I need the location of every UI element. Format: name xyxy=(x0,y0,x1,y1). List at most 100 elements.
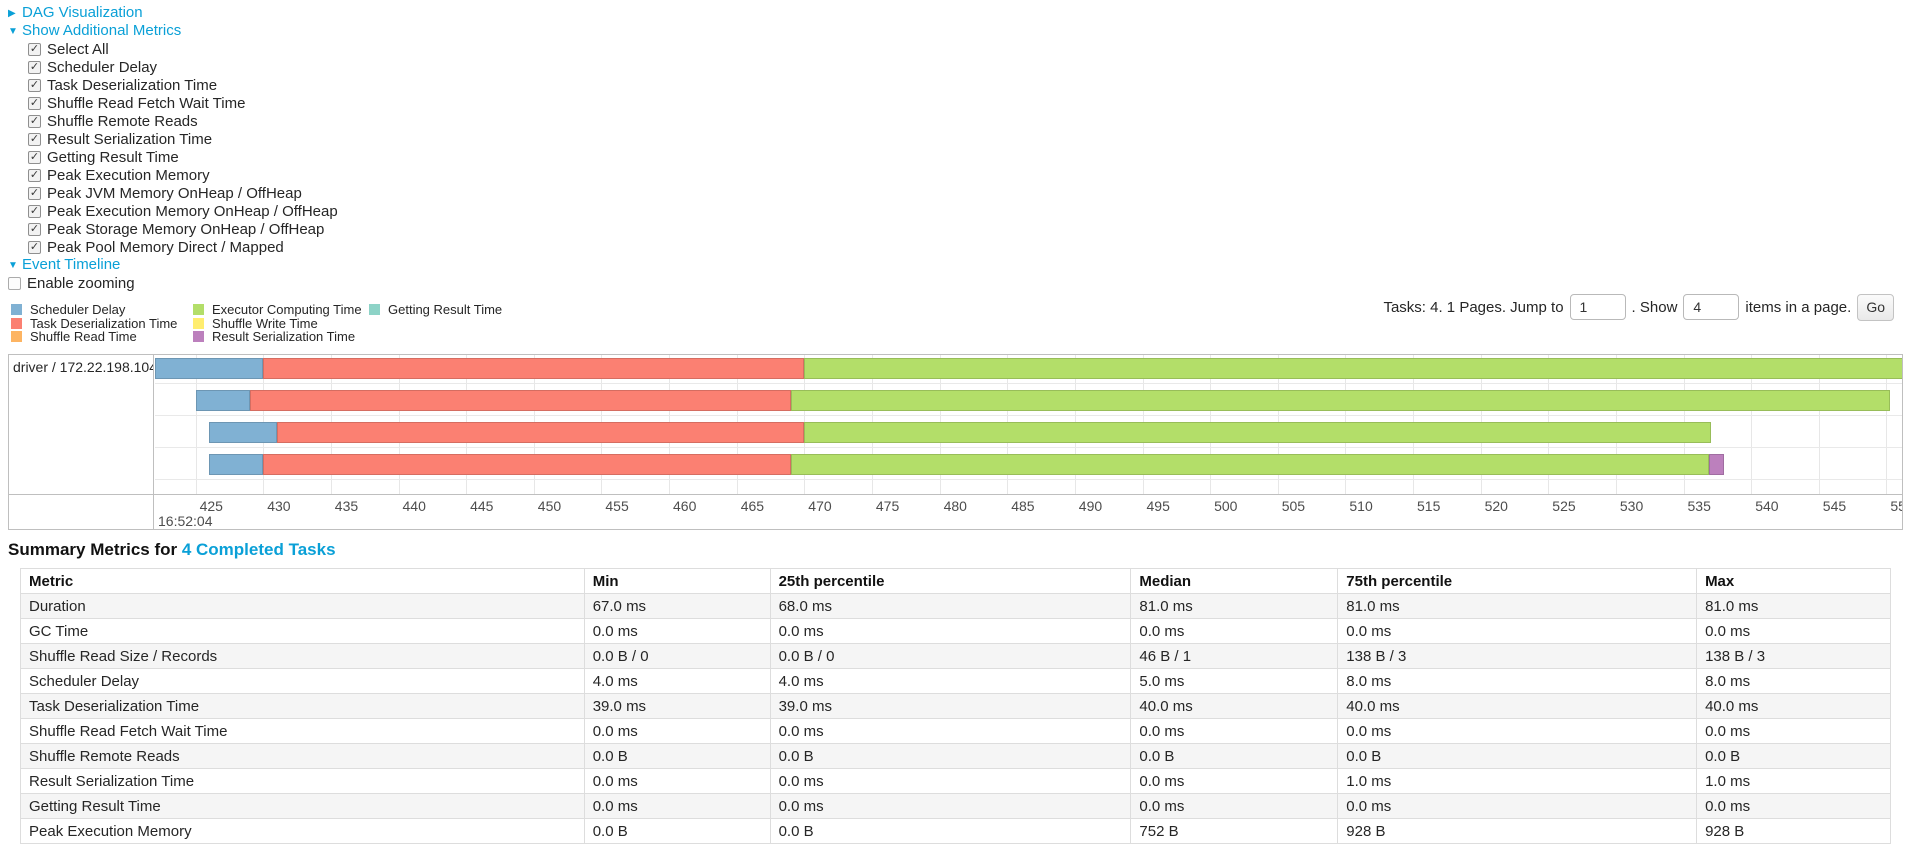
metric-checkbox-item[interactable]: ✓ Select All xyxy=(28,40,338,58)
metric-checkbox-item[interactable]: ✓ Peak Pool Memory Direct / Mapped xyxy=(28,238,338,256)
event-timeline-toggle[interactable]: ▼ Event Timeline xyxy=(8,256,338,274)
table-cell: 138 B / 3 xyxy=(1337,643,1698,669)
timeline-task-segment-scheduler_delay[interactable] xyxy=(195,390,250,411)
metric-checkbox-label: Peak Storage Memory OnHeap / OffHeap xyxy=(47,220,325,238)
timeline-axis-separator xyxy=(9,494,1902,495)
metric-checkbox-item[interactable]: ✓ Result Serialization Time xyxy=(28,130,338,148)
table-cell: 8.0 ms xyxy=(1696,668,1891,694)
timeline-legend: Scheduler Delay Task Deserialization Time… xyxy=(11,302,502,344)
metric-checkbox-item[interactable]: ✓ Shuffle Read Fetch Wait Time xyxy=(28,94,338,112)
table-row: Result Serialization Time 0.0 ms 0.0 ms 0.0… xyxy=(20,768,1891,794)
metric-checkbox-item[interactable]: ✓ Peak Execution Memory xyxy=(28,166,338,184)
timeline-task-segment-executor_computing[interactable] xyxy=(790,390,1891,411)
timeline-task-segment-task_deserialization[interactable] xyxy=(249,390,791,411)
checkbox-checked-icon[interactable]: ✓ xyxy=(28,114,41,128)
table-cell: 0.0 B xyxy=(769,818,1132,844)
table-cell: 0.0 B xyxy=(583,818,771,844)
metric-checkbox-item[interactable]: ✓ Scheduler Delay xyxy=(28,58,338,76)
table-cell: Duration xyxy=(20,593,585,619)
checkbox-checked-icon[interactable]: ✓ xyxy=(28,42,41,56)
metric-checkbox-label: Getting Result Time xyxy=(47,148,179,166)
go-button[interactable]: Go xyxy=(1857,293,1894,321)
table-row: Shuffle Read Fetch Wait Time 0.0 ms 0.0 ms… xyxy=(20,718,1891,744)
dag-visualization-link[interactable]: DAG Visualization xyxy=(22,4,143,21)
table-cell: 0.0 B xyxy=(1130,743,1339,769)
tasks-count-text: Tasks: 4. 1 Pages. Jump to xyxy=(1383,298,1564,316)
checkbox-checked-icon[interactable]: ✓ xyxy=(28,96,41,110)
table-cell: 1.0 ms xyxy=(1696,768,1891,794)
table-cell: 81.0 ms xyxy=(1130,593,1339,619)
timeline-task-segment-task_deserialization[interactable] xyxy=(263,454,791,475)
checkbox-checked-icon[interactable]: ✓ xyxy=(28,222,41,236)
timeline-task-segment-scheduler_delay[interactable] xyxy=(209,422,277,443)
table-row: GC Time 0.0 ms 0.0 ms 0.0 ms 0.0 ms 0.0 ms xyxy=(20,618,1891,644)
table-body: Duration 67.0 ms 68.0 ms 81.0 ms 81.0 ms 81.0… xyxy=(20,593,1891,844)
table-cell: 81.0 ms xyxy=(1337,593,1698,619)
table-cell: 0.0 B xyxy=(1696,743,1891,769)
timeline-task-segment-executor_computing[interactable] xyxy=(804,422,1711,443)
table-cell: Result Serialization Time xyxy=(20,768,585,794)
timeline-task-segment-executor_computing[interactable] xyxy=(790,454,1710,475)
table-row: Scheduler Delay 4.0 ms 4.0 ms 5.0 ms 8.0 ms 8… xyxy=(20,668,1891,694)
metric-checkbox-item[interactable]: ✓ Peak Execution Memory OnHeap / OffHeap xyxy=(28,202,338,220)
gridline xyxy=(195,355,197,494)
axis-tick-label: 505 xyxy=(1281,498,1306,514)
show-additional-metrics-link[interactable]: Show Additional Metrics xyxy=(22,22,182,39)
metric-checkbox-item[interactable]: ✓ Peak JVM Memory OnHeap / OffHeap xyxy=(28,184,338,202)
metric-checkbox-item[interactable]: ✓ Shuffle Remote Reads xyxy=(28,112,338,130)
table-cell: 68.0 ms xyxy=(769,593,1132,619)
table-cell: 752 B xyxy=(1130,818,1339,844)
table-cell: 0.0 B xyxy=(583,743,771,769)
table-row: Peak Execution Memory 0.0 B 0.0 B 752 B 928 … xyxy=(20,818,1891,844)
event-timeline-link[interactable]: Event Timeline xyxy=(22,256,121,273)
legend-swatch xyxy=(193,331,204,343)
table-cell: 81.0 ms xyxy=(1696,593,1891,619)
triangle-right-icon: ▶ xyxy=(8,8,16,19)
table-cell: 138 B / 3 xyxy=(1696,643,1891,669)
legend-item: Result Serialization Time xyxy=(193,329,369,344)
table-cell: 0.0 B xyxy=(1337,743,1698,769)
checkbox-checked-icon[interactable]: ✓ xyxy=(28,78,41,92)
table-header-cell: 75th percentile xyxy=(1337,568,1698,594)
table-cell: 8.0 ms xyxy=(1337,668,1698,694)
axis-tick-label: 530 xyxy=(1619,498,1644,514)
items-per-page-input[interactable] xyxy=(1683,294,1740,320)
checkbox-unchecked-icon[interactable] xyxy=(8,276,21,290)
axis-tick-label: 435 xyxy=(334,498,359,514)
timeline-task-segment-scheduler_delay[interactable] xyxy=(155,358,264,379)
axis-tick-label: 550 xyxy=(1890,498,1902,514)
timeline-task-segment-executor_computing[interactable] xyxy=(804,358,1902,379)
table-row: Task Deserialization Time 39.0 ms 39.0 ms 4… xyxy=(20,693,1891,719)
summary-metrics-table: Metric Min 25th percentile Median 75th perce… xyxy=(20,568,1891,844)
table-row: Getting Result Time 0.0 ms 0.0 ms 0.0 ms 0.0… xyxy=(20,793,1891,819)
legend-label: Shuffle Write Time xyxy=(212,315,318,331)
table-cell: 0.0 B xyxy=(769,743,1132,769)
table-cell: Getting Result Time xyxy=(20,793,585,819)
checkbox-checked-icon[interactable]: ✓ xyxy=(28,150,41,164)
checkbox-checked-icon[interactable]: ✓ xyxy=(28,240,41,254)
metric-checkbox-item[interactable]: ✓ Getting Result Time xyxy=(28,148,338,166)
legend-item: Scheduler Delay xyxy=(11,302,193,317)
checkbox-checked-icon[interactable]: ✓ xyxy=(28,204,41,218)
gridline xyxy=(1886,355,1888,494)
axis-tick-label: 485 xyxy=(1011,498,1035,514)
metric-checkbox-item[interactable]: ✓ Peak Storage Memory OnHeap / OffHeap xyxy=(28,220,338,238)
show-additional-metrics-toggle[interactable]: ▼ Show Additional Metrics xyxy=(8,22,338,40)
summary-title-text: Summary Metrics for xyxy=(8,540,182,559)
checkbox-checked-icon[interactable]: ✓ xyxy=(28,186,41,200)
checkbox-checked-icon[interactable]: ✓ xyxy=(28,168,41,182)
timeline-task-segment-task_deserialization[interactable] xyxy=(263,358,805,379)
timeline-task-segment-scheduler_delay[interactable] xyxy=(209,454,264,475)
row-gridline xyxy=(155,479,1902,480)
checkbox-checked-icon[interactable]: ✓ xyxy=(28,132,41,146)
timeline-plot-area xyxy=(155,355,1902,494)
table-cell: 928 B xyxy=(1337,818,1698,844)
timeline-task-segment-task_deserialization[interactable] xyxy=(276,422,805,443)
checkbox-checked-icon[interactable]: ✓ xyxy=(28,60,41,74)
dag-visualization-toggle[interactable]: ▶ DAG Visualization xyxy=(8,4,338,22)
metric-checkbox-label: Shuffle Remote Reads xyxy=(47,112,198,130)
timeline-task-segment-result_serialization[interactable] xyxy=(1709,454,1725,475)
completed-tasks-link[interactable]: 4 Completed Tasks xyxy=(181,540,336,559)
metric-checkbox-item[interactable]: ✓ Task Deserialization Time xyxy=(28,76,338,94)
jump-to-page-input[interactable] xyxy=(1569,294,1626,320)
